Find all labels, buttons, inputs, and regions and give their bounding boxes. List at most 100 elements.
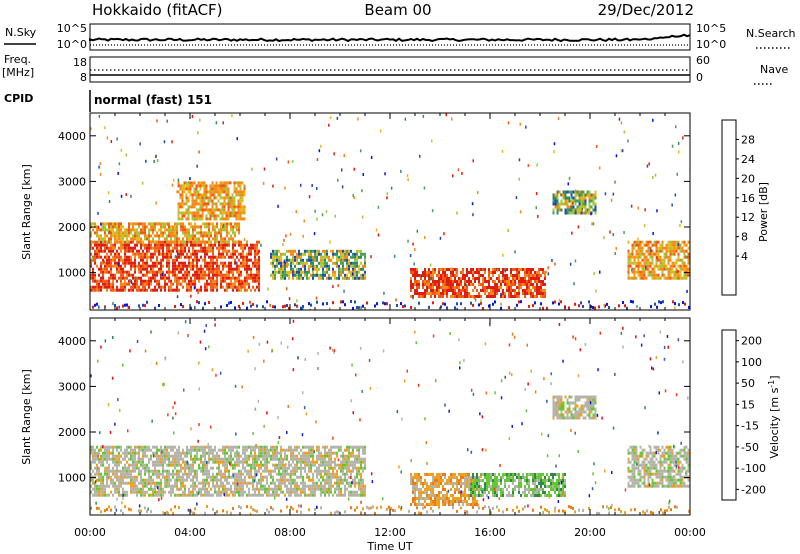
heatmap-cell bbox=[201, 217, 204, 221]
heatmap-cell bbox=[586, 211, 589, 215]
heatmap-cell bbox=[136, 249, 138, 253]
heatmap-cell bbox=[432, 301, 434, 305]
heatmap-cell bbox=[424, 289, 426, 292]
heatmap-cell bbox=[246, 279, 248, 283]
heatmap-cell bbox=[166, 264, 168, 268]
heatmap-cell bbox=[308, 457, 310, 461]
heatmap-cell bbox=[134, 285, 136, 289]
heatmap-cell bbox=[156, 234, 158, 238]
heatmap-cell bbox=[338, 258, 340, 262]
heatmap-cell bbox=[126, 243, 128, 247]
heatmap-cell bbox=[176, 190, 178, 194]
heatmap-cell bbox=[112, 243, 114, 247]
heatmap-cell bbox=[244, 243, 246, 247]
heatmap-cell bbox=[156, 243, 158, 247]
heatmap-cell bbox=[118, 288, 120, 292]
heatmap-cell bbox=[144, 478, 146, 482]
heatmap-cell bbox=[238, 304, 240, 308]
heatmap-cell bbox=[272, 490, 274, 494]
heatmap-cell bbox=[606, 302, 608, 306]
heatmap-cell bbox=[669, 273, 672, 277]
heatmap-cell bbox=[637, 267, 640, 271]
heatmap-cell bbox=[542, 295, 544, 298]
heatmap-cell bbox=[208, 228, 210, 232]
heatmap-cell bbox=[677, 141, 680, 145]
heatmap-cell bbox=[182, 243, 184, 247]
heatmap-cell bbox=[184, 276, 186, 280]
heatmap-cell bbox=[221, 202, 224, 206]
heatmap-cell bbox=[217, 193, 220, 197]
heatmap-cell bbox=[168, 457, 170, 461]
heatmap-cell bbox=[138, 225, 140, 229]
heatmap-cell bbox=[204, 481, 206, 485]
heatmap-cell bbox=[650, 249, 652, 253]
heatmap-cell bbox=[264, 490, 266, 494]
heatmap-cell bbox=[456, 292, 458, 295]
heatmap-cell bbox=[146, 463, 148, 467]
heatmap-cell bbox=[198, 240, 200, 244]
heatmap-cell bbox=[274, 276, 276, 280]
heatmap-cell bbox=[528, 271, 530, 274]
heatmap-cell bbox=[188, 487, 190, 491]
heatmap-cell bbox=[132, 466, 134, 470]
heatmap-cell bbox=[188, 222, 190, 226]
heatmap-cell bbox=[344, 267, 346, 271]
heatmap-cell bbox=[188, 228, 190, 232]
heatmap-cell bbox=[532, 292, 534, 295]
heatmap-cell bbox=[432, 277, 434, 280]
heatmap-cell bbox=[276, 255, 278, 259]
heatmap-cell bbox=[252, 457, 254, 461]
heatmap-cell bbox=[208, 301, 210, 304]
heatmap-cell bbox=[164, 243, 166, 247]
heatmap-cell bbox=[300, 475, 302, 479]
heatmap-cell bbox=[576, 199, 579, 203]
heatmap-cell bbox=[578, 196, 581, 200]
heatmap-cell bbox=[258, 487, 260, 491]
heatmap-cell bbox=[186, 267, 188, 271]
heatmap-cell bbox=[110, 282, 112, 286]
heatmap-cell bbox=[424, 283, 426, 286]
heatmap-cell bbox=[206, 252, 208, 256]
heatmap-cell bbox=[420, 295, 422, 298]
heatmap-cell bbox=[287, 160, 290, 164]
heatmap-cell bbox=[340, 300, 342, 304]
y-tick-label: 1000 bbox=[58, 267, 86, 280]
heatmap-cell bbox=[92, 276, 94, 280]
heatmap-cell bbox=[124, 466, 126, 470]
heatmap-cell bbox=[232, 475, 234, 479]
heatmap-cell bbox=[356, 252, 358, 256]
heatmap-cell bbox=[195, 214, 198, 218]
heatmap-cell bbox=[156, 463, 158, 467]
heatmap-cell bbox=[106, 264, 108, 268]
heatmap-cell bbox=[290, 261, 292, 265]
heatmap-cell bbox=[324, 454, 326, 458]
heatmap-cell bbox=[310, 487, 312, 491]
heatmap-cell bbox=[178, 288, 180, 292]
heatmap-cell bbox=[238, 469, 240, 473]
heatmap-cell bbox=[526, 283, 528, 286]
heatmap-cell bbox=[492, 295, 494, 298]
heatmap-cell bbox=[226, 282, 228, 286]
heatmap-cell bbox=[178, 445, 180, 449]
heatmap-cell bbox=[156, 475, 158, 479]
heatmap-cell bbox=[326, 276, 328, 280]
heatmap-cell bbox=[211, 214, 214, 218]
heatmap-cell bbox=[284, 267, 286, 271]
heatmap-cell bbox=[627, 270, 630, 274]
heatmap-cell bbox=[663, 252, 666, 256]
heatmap-cell bbox=[164, 225, 166, 229]
heatmap-cell bbox=[232, 282, 234, 286]
heatmap-cell bbox=[246, 484, 248, 488]
heatmap-cell bbox=[320, 469, 322, 473]
heatmap-cell bbox=[110, 469, 112, 473]
heatmap-cell bbox=[655, 273, 658, 277]
heatmap-cell bbox=[284, 186, 286, 190]
heatmap-cell bbox=[295, 210, 297, 214]
heatmap-cell bbox=[633, 255, 636, 259]
heatmap-cell bbox=[647, 240, 650, 244]
heatmap-cell bbox=[542, 292, 544, 295]
heatmap-cell bbox=[98, 487, 100, 491]
heatmap-cell bbox=[231, 211, 234, 215]
heatmap-cell bbox=[510, 274, 512, 277]
heatmap-cell bbox=[244, 469, 246, 473]
